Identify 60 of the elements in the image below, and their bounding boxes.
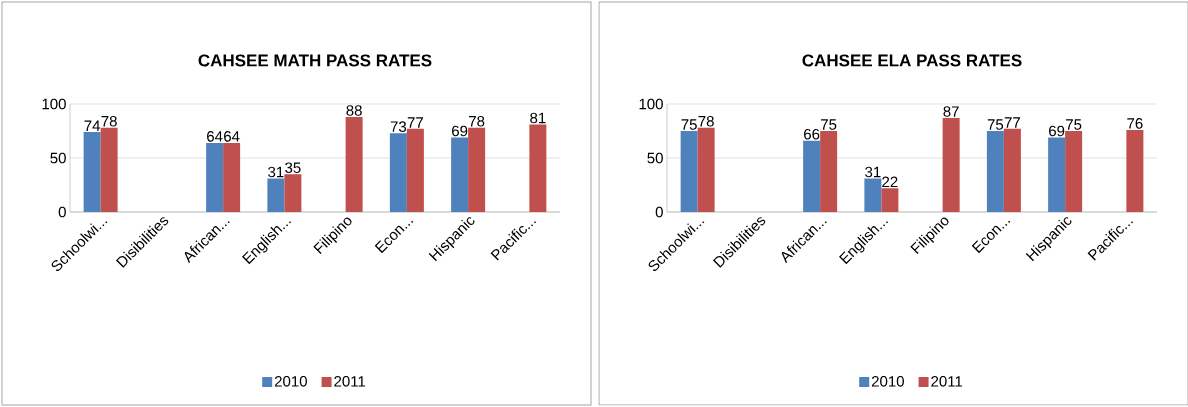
y-tick-label: 50: [50, 152, 66, 164]
bar: [100, 127, 118, 212]
legend-label: 2010: [274, 376, 307, 387]
data-label: 87: [943, 106, 959, 117]
data-label: 66: [804, 128, 820, 140]
bar: [223, 142, 241, 212]
bar: [820, 131, 838, 212]
data-label: 35: [285, 162, 301, 173]
y-tick-label: 0: [58, 206, 66, 218]
data-label: 73: [390, 121, 407, 132]
data-label: 77: [407, 117, 423, 128]
bar: [468, 127, 486, 212]
bar: [1065, 131, 1083, 212]
data-label: 31: [268, 166, 284, 178]
bar: [267, 178, 285, 212]
data-label: 69: [1049, 125, 1065, 137]
y-tick-label: 100: [639, 98, 663, 110]
data-label: 78: [469, 115, 485, 127]
bar: [451, 137, 469, 212]
data-label: 88: [346, 105, 362, 116]
data-label: 22: [882, 176, 898, 188]
data-label: 64: [207, 131, 223, 142]
chart-title: CAHSEE ELA PASS RATES: [802, 54, 1022, 67]
data-label: 75: [681, 119, 697, 130]
y-tick-label: 50: [647, 152, 663, 164]
bar: [529, 124, 547, 212]
bar: [1048, 137, 1066, 212]
data-label: 69: [452, 125, 468, 137]
data-label: 75: [821, 119, 837, 130]
bar: [206, 142, 224, 212]
data-label: 75: [1066, 119, 1082, 130]
data-label: 76: [1127, 118, 1143, 129]
data-label: 78: [698, 115, 714, 127]
bar: [406, 128, 424, 212]
bar: [986, 131, 1004, 212]
bar: [284, 174, 302, 212]
data-label: 77: [1004, 117, 1020, 128]
chart-title: CAHSEE MATH PASS RATES: [198, 54, 432, 67]
legend-label: 2011: [334, 376, 366, 387]
y-tick-label: 0: [655, 206, 663, 218]
data-label: 74: [84, 120, 101, 131]
bar: [680, 131, 698, 212]
legend-label: 2011: [931, 376, 963, 387]
bar: [942, 118, 960, 212]
bar: [389, 133, 407, 212]
bar: [83, 132, 101, 212]
bar: [1126, 129, 1144, 212]
bar: [803, 140, 821, 212]
data-label: 75: [987, 119, 1004, 130]
bar: [881, 188, 899, 212]
data-label: 31: [865, 166, 881, 178]
data-label: 81: [530, 112, 546, 124]
data-label: 64: [224, 131, 240, 142]
legend-label: 2010: [871, 376, 904, 387]
y-tick-label: 100: [42, 98, 66, 110]
bar: [697, 127, 715, 212]
data-label: 78: [101, 115, 117, 127]
bar: [864, 178, 882, 212]
bar: [1003, 128, 1021, 212]
bar: [345, 116, 363, 212]
